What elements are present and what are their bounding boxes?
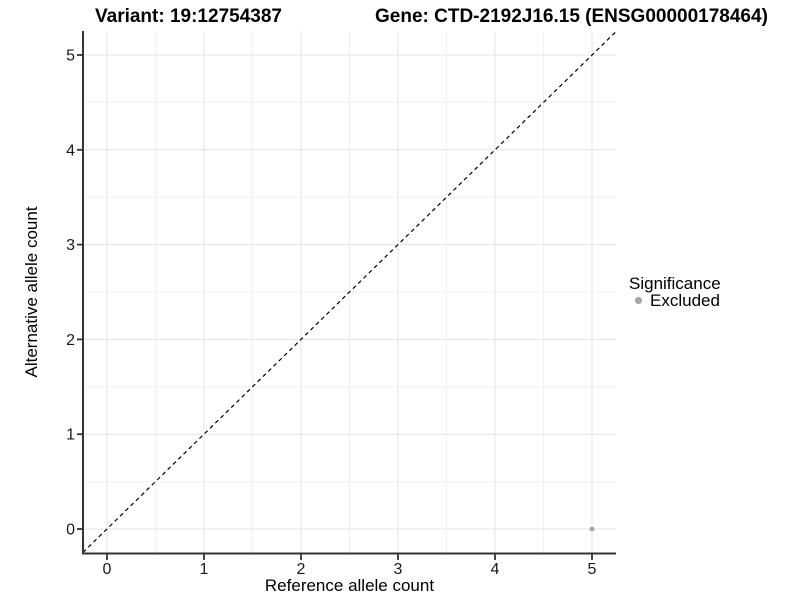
x-tick-label: 2 [297, 561, 306, 578]
gene-title: Gene: CTD-2192J16.15 (ENSG00000178464) [375, 6, 768, 27]
x-tick-label: 1 [200, 561, 209, 578]
y-tick-label: 5 [66, 48, 75, 65]
legend-key-circle-icon [634, 296, 643, 305]
x-tick-label: 3 [394, 561, 403, 578]
data-point-excluded [589, 526, 595, 532]
y-axis-title: Alternative allele count [22, 206, 41, 377]
y-tick-label: 0 [66, 522, 75, 539]
tick-marks [77, 54, 593, 560]
legend-item-label: Excluded [650, 291, 720, 310]
y-tick-label: 4 [66, 142, 75, 159]
grid-major [83, 31, 616, 553]
legend: Significance Excluded [629, 274, 721, 310]
x-tick-label: 5 [588, 561, 597, 578]
legend-title: Significance [629, 274, 721, 293]
axis-lines [82, 31, 616, 555]
x-tick-label: 0 [103, 561, 112, 578]
y-tick-label: 1 [66, 427, 75, 444]
x-tick-labels: 0 1 2 3 4 5 [103, 561, 597, 578]
variant-title: Variant: 19:12754387 [95, 6, 282, 27]
y-tick-label: 3 [66, 237, 75, 254]
x-axis-title: Reference allele count [265, 576, 434, 595]
x-tick-label: 4 [491, 561, 500, 578]
y-tick-labels: 0 1 2 3 4 5 [66, 48, 75, 539]
identity-reference-line [82, 31, 617, 553]
y-tick-label: 2 [66, 332, 75, 349]
